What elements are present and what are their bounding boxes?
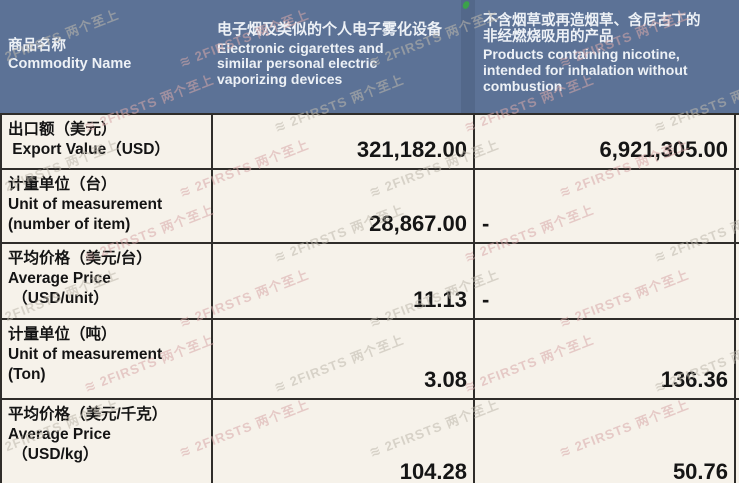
column-divider	[473, 115, 475, 483]
header-cell-nicotine-products: 不含烟草或再造烟草、含尼古丁的 非经燃烧吸用的产品 Products conta…	[475, 0, 739, 113]
value-cell: 6,921,305.00	[599, 137, 728, 162]
header-en-label: Commodity Name	[8, 55, 132, 72]
header-cell-commodity-name: 商品名称 Commodity Name	[0, 0, 213, 113]
row-label: 计量单位（台） Unit of measurement (number of i…	[8, 175, 162, 234]
value-cell: 50.76	[672, 459, 728, 483]
row-label: 平均价格（美元/台） Average Price （USD/unit）	[8, 249, 152, 308]
header-en-label: Products containing nicotine, intended f…	[483, 46, 688, 94]
row-label-en: （USD/kg）	[8, 445, 99, 463]
value-cell: 28,867.00	[369, 211, 467, 236]
row-label-zh: 平均价格（美元/台）	[8, 250, 152, 267]
row-label-en: (number of item)	[8, 215, 131, 233]
row-label-en: （USD/unit）	[8, 289, 109, 307]
header-zh-label: 电子烟及类似的个人电子雾化设备	[217, 21, 443, 38]
row-label-en: Average Price	[8, 426, 111, 444]
table-row-avg-price-unit: 平均价格（美元/台） Average Price （USD/unit） 11.1…	[0, 244, 739, 320]
header-zh-label: 商品名称	[8, 38, 66, 54]
header-zh-label: 不含烟草或再造烟草、含尼古丁的 非经燃烧吸用的产品	[483, 13, 701, 46]
row-label-en: Unit of measurement	[8, 196, 163, 214]
table-row-export-value: 出口额（美元） Export Value（USD） 321,182.00 6,9…	[0, 115, 739, 170]
value-cell: 3.08	[424, 367, 467, 392]
row-label-en: (Ton)	[8, 365, 46, 383]
value-cell: 104.28	[399, 459, 467, 483]
row-label: 平均价格（美元/千克） Average Price （USD/kg）	[8, 405, 167, 464]
row-label: 计量单位（吨） Unit of measurement (Ton)	[8, 325, 162, 384]
value-cell: 321,182.00	[356, 137, 467, 162]
value-cell: 136.36	[660, 367, 728, 392]
table-header: 商品名称 Commodity Name 电子烟及类似的个人电子雾化设备 Elec…	[0, 0, 739, 113]
row-label-en: Export Value（USD）	[8, 141, 170, 159]
header-en-label: Electronic cigarettes and similar person…	[217, 39, 384, 88]
table-left-border	[0, 115, 2, 483]
row-label-zh: 计量单位（台）	[8, 176, 117, 193]
table-right-border	[734, 115, 736, 483]
row-label-zh: 平均价格（美元/千克）	[8, 406, 168, 423]
column-divider	[211, 115, 213, 483]
row-label-zh: 出口额（美元）	[8, 121, 117, 138]
header-column-divider	[461, 0, 475, 113]
table-row-unit-ton: 计量单位（吨） Unit of measurement (Ton) 3.08 1…	[0, 320, 739, 400]
value-cell: 11.13	[413, 287, 467, 312]
table-row-unit-items: 计量单位（台） Unit of measurement (number of i…	[0, 170, 739, 244]
table-row-avg-price-kg: 平均价格（美元/千克） Average Price （USD/kg） 104.2…	[0, 400, 739, 483]
header-cell-ecigarettes: 电子烟及类似的个人电子雾化设备 Electronic cigarettes an…	[213, 0, 475, 113]
row-label-en: Unit of measurement	[8, 346, 163, 364]
value-cell: -	[482, 211, 490, 236]
value-cell: -	[482, 287, 490, 312]
table-body: 出口额（美元） Export Value（USD） 321,182.00 6,9…	[0, 113, 739, 483]
row-label-zh: 计量单位（吨）	[8, 326, 117, 343]
row-label-en: Average Price	[8, 270, 111, 288]
row-label: 出口额（美元） Export Value（USD）	[8, 120, 170, 160]
